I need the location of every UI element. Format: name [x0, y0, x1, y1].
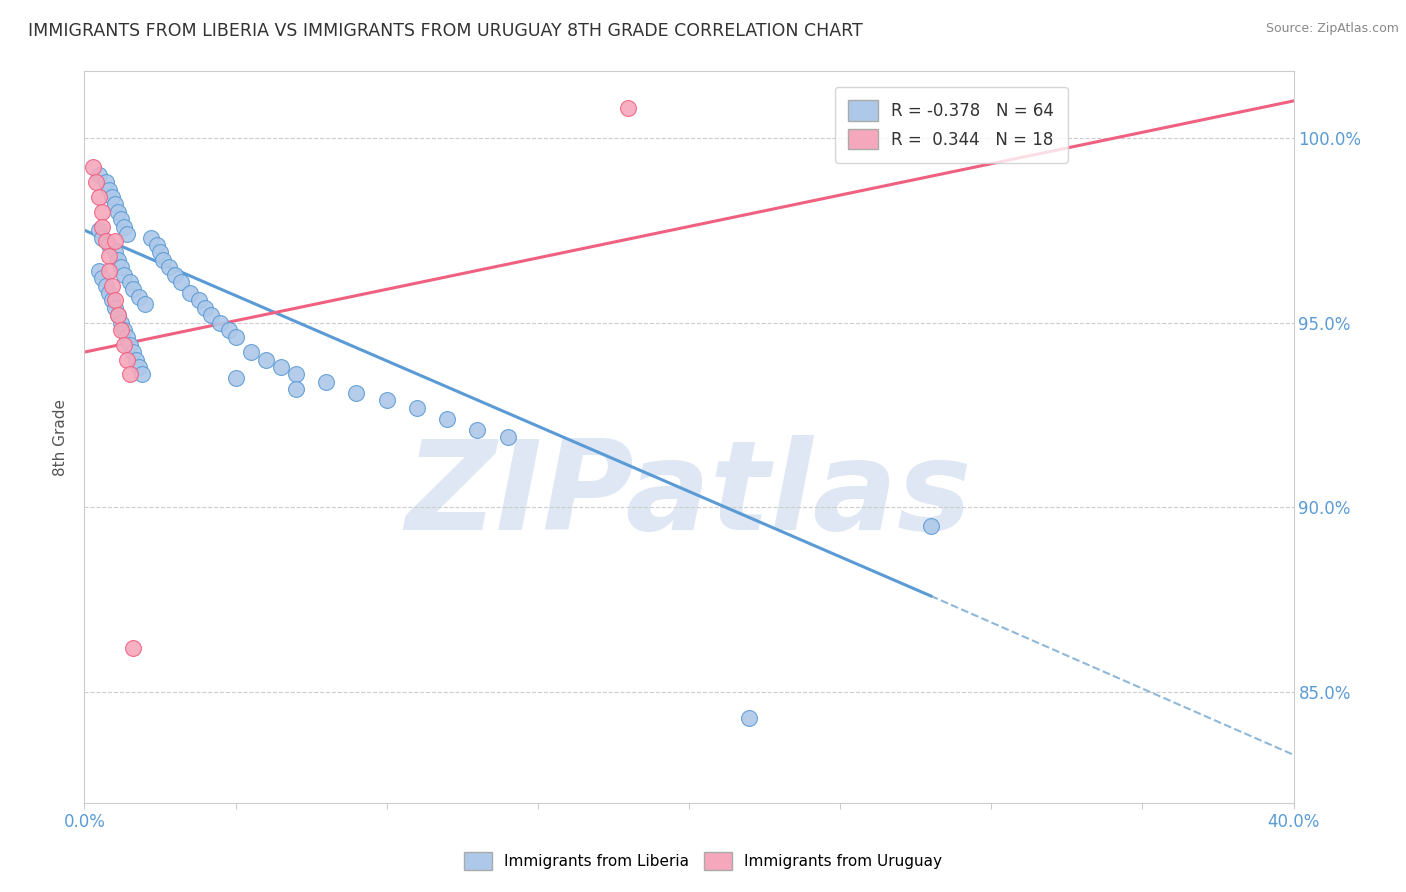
Point — [738, 711, 761, 725]
Point — [97, 285, 120, 300]
Point — [128, 290, 150, 304]
Point — [121, 345, 143, 359]
Point — [86, 175, 108, 189]
Point — [100, 278, 122, 293]
Point — [125, 352, 148, 367]
Point — [89, 190, 111, 204]
Point — [91, 230, 114, 244]
Point — [110, 260, 132, 274]
Point — [104, 197, 127, 211]
Legend: R = -0.378   N = 64, R =  0.344   N = 18: R = -0.378 N = 64, R = 0.344 N = 18 — [835, 87, 1067, 162]
Point — [107, 204, 129, 219]
Point — [225, 371, 247, 385]
Text: Source: ZipAtlas.com: Source: ZipAtlas.com — [1265, 22, 1399, 36]
Point — [94, 235, 117, 249]
Point — [285, 368, 308, 382]
Point — [346, 385, 368, 400]
Point — [128, 359, 150, 374]
Point — [179, 285, 201, 300]
Point — [270, 359, 292, 374]
Point — [110, 323, 132, 337]
Y-axis label: 8th Grade: 8th Grade — [53, 399, 69, 475]
Text: ZIPatlas: ZIPatlas — [406, 435, 972, 556]
Point — [406, 401, 429, 415]
Point — [225, 330, 247, 344]
Point — [104, 293, 127, 308]
Point — [97, 183, 120, 197]
Point — [165, 268, 187, 282]
Point — [107, 252, 129, 267]
Point — [112, 268, 135, 282]
Point — [97, 238, 120, 252]
Point — [194, 301, 217, 315]
Point — [121, 640, 143, 655]
Point — [112, 323, 135, 337]
Point — [104, 301, 127, 315]
Point — [152, 252, 174, 267]
Point — [89, 264, 111, 278]
Point — [254, 352, 277, 367]
Point — [91, 271, 114, 285]
Point — [107, 308, 129, 322]
Point — [97, 264, 120, 278]
Point — [157, 260, 180, 274]
Point — [91, 219, 114, 234]
Point — [107, 308, 129, 322]
Text: IMMIGRANTS FROM LIBERIA VS IMMIGRANTS FROM URUGUAY 8TH GRADE CORRELATION CHART: IMMIGRANTS FROM LIBERIA VS IMMIGRANTS FR… — [28, 22, 863, 40]
Point — [375, 393, 398, 408]
Point — [118, 275, 141, 289]
Point — [82, 161, 104, 175]
Point — [97, 249, 120, 263]
Point — [118, 368, 141, 382]
Point — [110, 316, 132, 330]
Point — [920, 518, 942, 533]
Point — [100, 190, 122, 204]
Point — [139, 230, 162, 244]
Point — [134, 297, 156, 311]
Point — [118, 337, 141, 351]
Point — [131, 368, 153, 382]
Point — [315, 375, 337, 389]
Point — [110, 212, 132, 227]
Point — [617, 101, 640, 115]
Point — [496, 430, 519, 444]
Point — [112, 337, 135, 351]
Point — [149, 245, 172, 260]
Point — [218, 323, 240, 337]
Point — [467, 423, 489, 437]
Point — [104, 235, 127, 249]
Point — [188, 293, 211, 308]
Legend: Immigrants from Liberia, Immigrants from Uruguay: Immigrants from Liberia, Immigrants from… — [458, 846, 948, 876]
Point — [104, 245, 127, 260]
Point — [100, 293, 122, 308]
Point — [112, 219, 135, 234]
Point — [121, 282, 143, 296]
Point — [285, 382, 308, 396]
Point — [170, 275, 193, 289]
Point — [115, 330, 138, 344]
Point — [89, 223, 111, 237]
Point — [94, 278, 117, 293]
Point — [115, 227, 138, 241]
Point — [239, 345, 262, 359]
Point — [115, 352, 138, 367]
Point — [200, 308, 222, 322]
Point — [146, 238, 169, 252]
Point — [436, 411, 458, 425]
Point — [91, 204, 114, 219]
Point — [89, 168, 111, 182]
Point — [209, 316, 232, 330]
Point — [94, 175, 117, 189]
